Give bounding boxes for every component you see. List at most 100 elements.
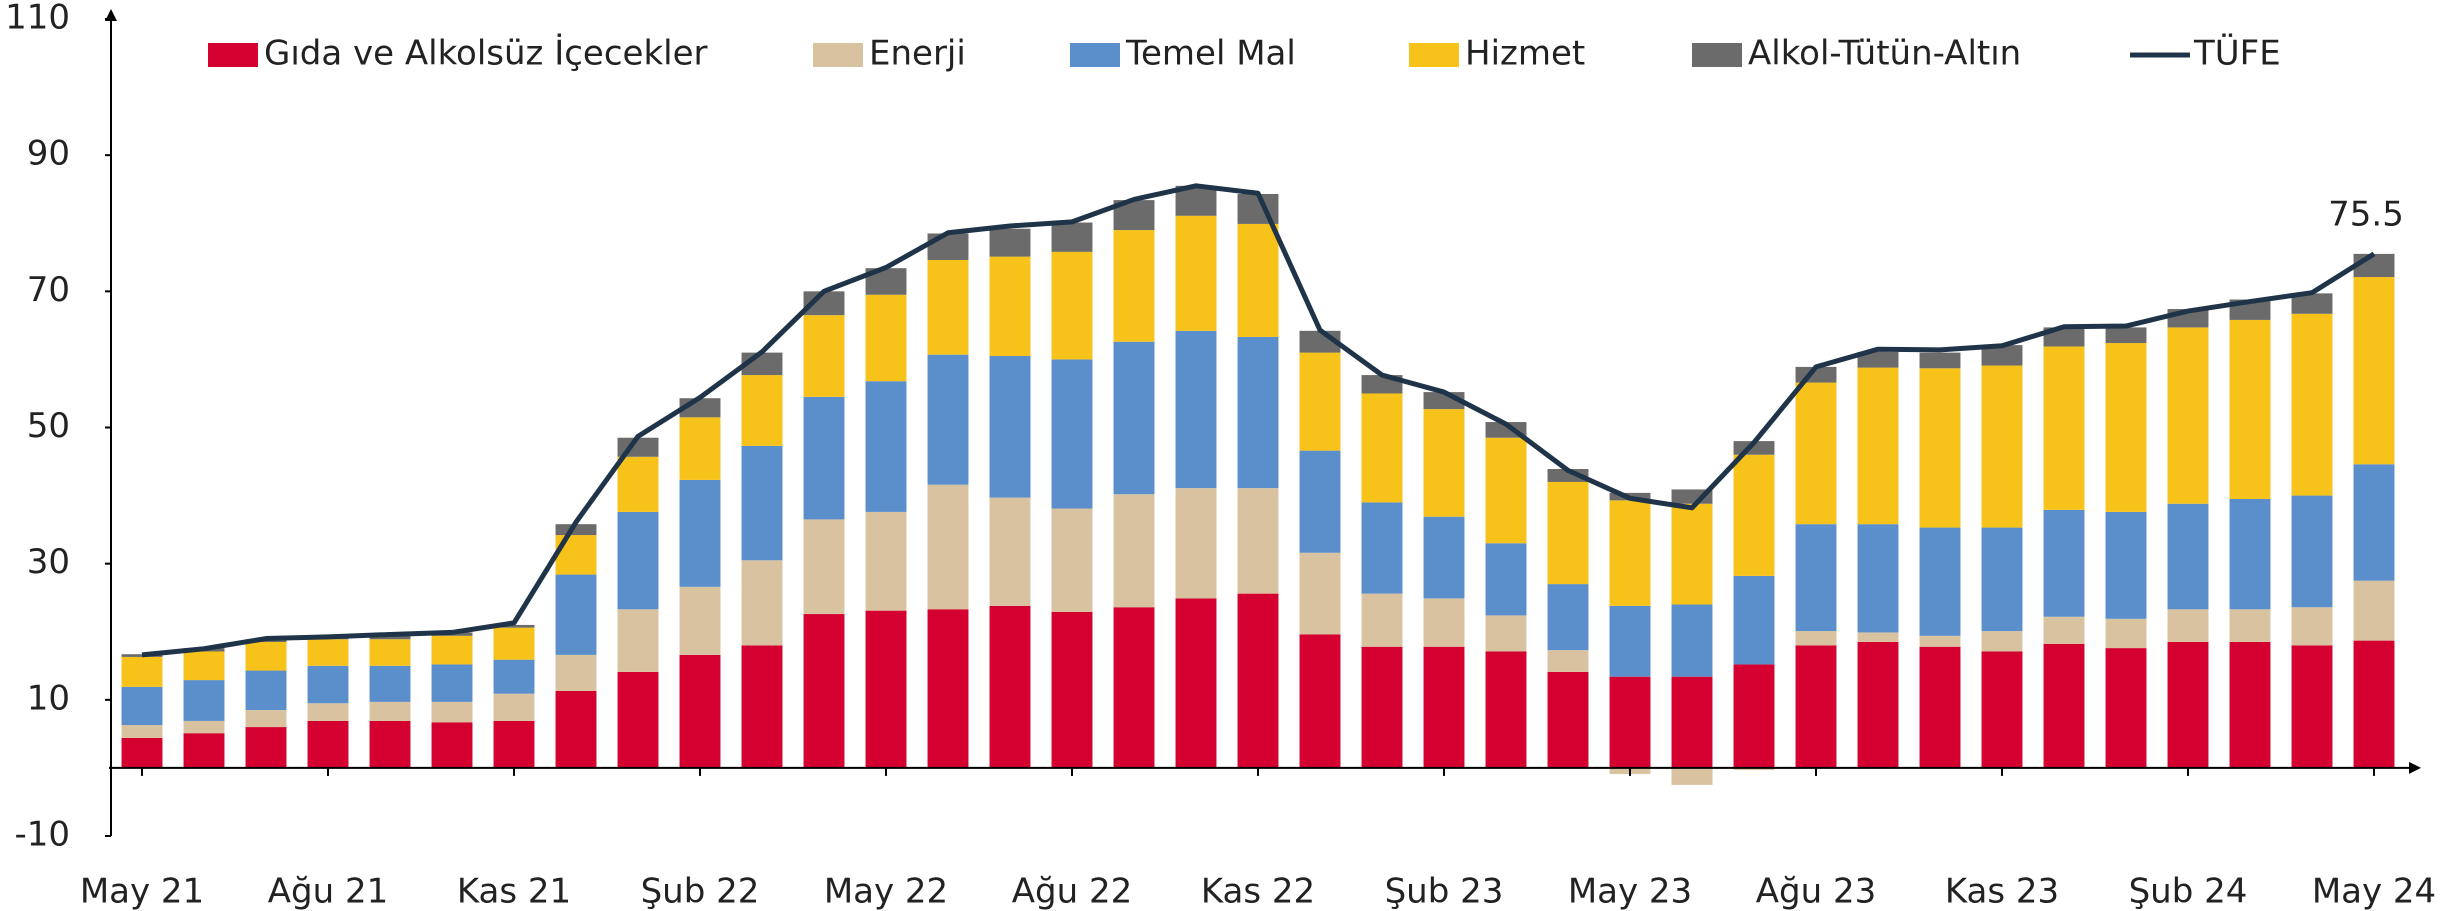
legend-label: Gıda ve Alkolsüz İçecekler (264, 34, 708, 74)
bar-segment (1733, 664, 1775, 768)
bar-segment (245, 710, 287, 728)
bar-segment (121, 737, 163, 768)
bar-segment (927, 609, 969, 768)
x-tick-label: Ağu 23 (1756, 872, 1876, 911)
bar-segment (1113, 494, 1155, 608)
bar-segment (2353, 277, 2395, 465)
legend-swatch (1409, 43, 1459, 67)
legend-label: Enerji (869, 34, 966, 74)
bar-segment (121, 725, 163, 738)
bar-segment (245, 641, 287, 671)
bar-segment (183, 720, 225, 734)
bar-segment (493, 720, 535, 768)
x-tick-label: Ağu 22 (1012, 872, 1132, 911)
bar-segment (121, 656, 163, 687)
x-tick-label: May 23 (1568, 872, 1692, 911)
bar-segment (493, 693, 535, 721)
bar-segment (1361, 393, 1403, 503)
bar-segment (1485, 543, 1527, 616)
bar-segment (555, 690, 597, 768)
bar-segment (1361, 593, 1403, 647)
bar-segment (1671, 604, 1713, 677)
bar-segment (1113, 230, 1155, 342)
bar-segment (1113, 607, 1155, 768)
bar-segment (803, 396, 845, 520)
bar-segment (803, 291, 845, 316)
bar-segment (803, 519, 845, 615)
bar-segment (865, 610, 907, 768)
bar-segment (1547, 650, 1589, 672)
bar-segment (1981, 631, 2023, 652)
bar-segment (369, 720, 411, 768)
bar-segment (555, 524, 597, 536)
bar-segment (431, 701, 473, 723)
bar-segment (1299, 450, 1341, 553)
bar-segment (369, 701, 411, 721)
bar-segment (1857, 524, 1899, 633)
x-tick-label: Ağu 21 (268, 872, 388, 911)
bar-segment (1919, 352, 1961, 369)
bar-segment (1423, 646, 1465, 768)
bar-segment (1609, 676, 1651, 768)
bar-segment (2291, 607, 2333, 646)
bar-segment (989, 356, 1031, 498)
bar-segment (1795, 645, 1837, 768)
bar-segment (369, 635, 411, 640)
bar-segment (989, 497, 1031, 606)
bar-segment (741, 375, 783, 446)
bar-segment (2353, 640, 2395, 768)
bar-segment (1051, 222, 1093, 252)
bar-segment (1857, 632, 1899, 642)
bar-segment (1051, 508, 1093, 613)
bar-segment (1857, 351, 1899, 368)
y-tick-label: 30 (27, 542, 70, 582)
line-series (141, 183, 2376, 658)
bar-segment (2043, 644, 2085, 768)
bar-segment (431, 722, 473, 768)
bar-segment (2167, 327, 2209, 504)
bar-segment (555, 574, 597, 655)
bar-segment (2353, 580, 2395, 641)
bar-segment (493, 627, 535, 660)
bar-segment (1795, 524, 1837, 632)
bar-segment (245, 727, 287, 768)
bar-segment (1609, 605, 1651, 677)
bar-segment (1671, 503, 1713, 605)
bar-segment (2043, 509, 2085, 617)
bar-segment (679, 417, 721, 480)
bar-segment (2105, 343, 2147, 512)
bar-segment (2043, 346, 2085, 510)
bar-segment (1919, 635, 1961, 647)
bar-segment (121, 686, 163, 726)
bar-segment (2105, 648, 2147, 768)
bar-segment (617, 609, 659, 672)
bar-segment (1485, 651, 1527, 768)
bar-segment (1051, 359, 1093, 509)
bar-segment (2043, 616, 2085, 645)
bar-segment (1299, 634, 1341, 768)
y-tick-label: 70 (27, 270, 70, 310)
bar-segment (369, 665, 411, 702)
bar-segment (493, 624, 535, 628)
x-tick-label: May 24 (2312, 872, 2436, 911)
x-tick-label: Kas 21 (457, 872, 571, 911)
bar-segment (245, 670, 287, 711)
bar-segment (2229, 319, 2271, 499)
bar-segment (865, 294, 907, 382)
bar-segment (1919, 368, 1961, 528)
bar-segment (431, 664, 473, 702)
bar-segment (1733, 575, 1775, 665)
bar-segment (617, 456, 659, 512)
bar-segment (989, 256, 1031, 357)
bar-segment (1547, 671, 1589, 768)
x-tick-label: May 22 (824, 872, 948, 911)
x-tick-label: May 21 (80, 872, 204, 911)
bar-segment (1175, 488, 1217, 599)
bar-segment (1795, 382, 1837, 525)
bar-segment (1547, 584, 1589, 651)
bar-segment (2167, 503, 2209, 610)
bar-segment (1423, 409, 1465, 517)
bar-segment (2353, 464, 2395, 581)
legend-swatch (1692, 43, 1742, 67)
bar-segment (1113, 341, 1155, 495)
